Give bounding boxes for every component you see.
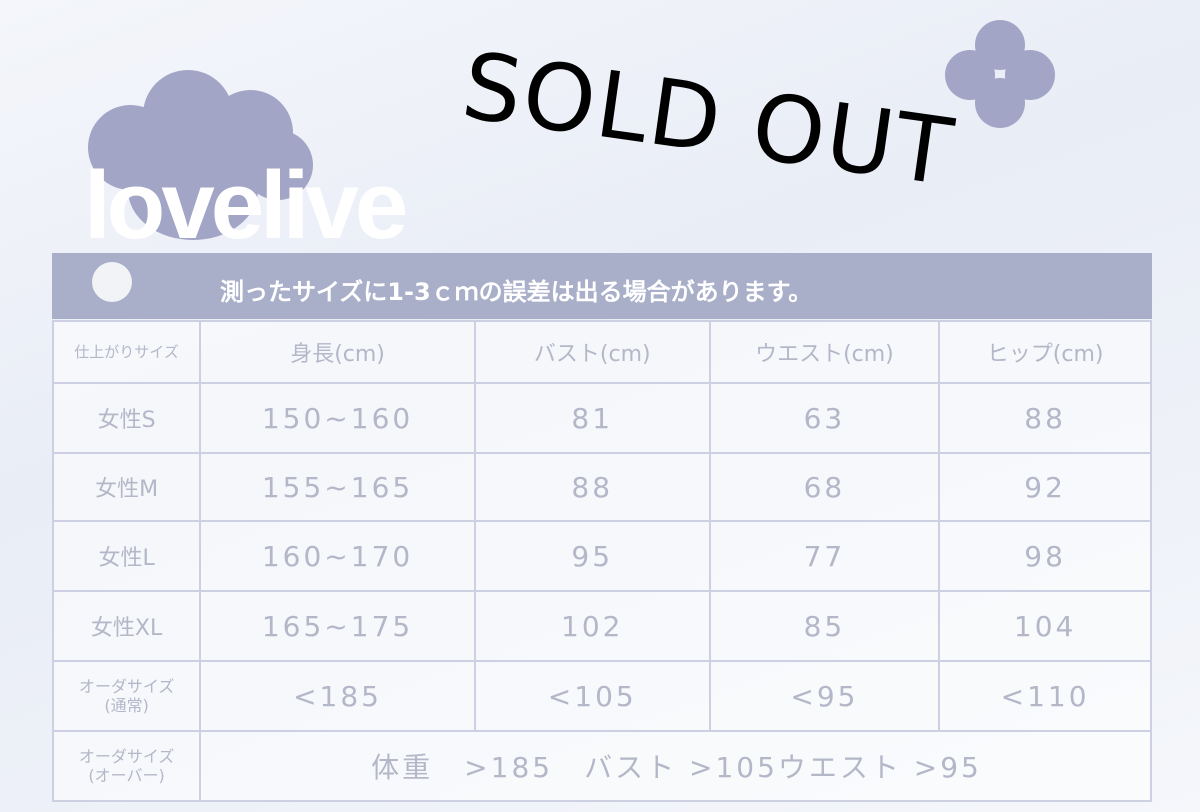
hip-cell: 104	[938, 590, 1152, 662]
hip-cell: 98	[938, 520, 1152, 592]
height-cell: 160~170	[199, 520, 476, 592]
header-height: 身長(cm)	[199, 320, 476, 384]
clover-logo-icon	[88, 70, 318, 240]
order-label: オーダサイズ	[78, 746, 175, 766]
table-row: 女性L 160~170 95 77 98	[51, 520, 1152, 592]
table-header-row: 仕上がりサイズ 身長(cm) バスト(cm) ウエスト(cm) ヒップ(cm)	[51, 320, 1152, 384]
sakura-icon	[92, 262, 132, 302]
waist-cell: 85	[708, 590, 941, 662]
table-row: 女性S 150~160 81 63 88	[51, 382, 1152, 454]
waist-cell: 77	[708, 520, 941, 592]
order-sub: (通常)	[104, 696, 149, 715]
header-hip: ヒップ(cm)	[938, 320, 1152, 384]
logo: lovelive	[84, 152, 408, 259]
order-normal-row: オーダサイズ (通常) <185 <105 <95 <110	[51, 660, 1152, 732]
bust-cell: 81	[473, 382, 711, 454]
notice-banner	[52, 253, 1152, 319]
header-bust: バスト(cm)	[473, 320, 711, 384]
hip-cell: 88	[938, 382, 1152, 454]
order-over-value: 体重 >185 バスト >105ウエスト >95	[199, 730, 1152, 802]
bust-cell: 102	[473, 590, 711, 662]
header-size: 仕上がりサイズ	[51, 320, 202, 384]
notice-text: 測ったサイズに1-3ｃｍの誤差は出る場合があります。	[220, 278, 813, 306]
table-row: 女性XL 165~175 102 85 104	[51, 590, 1152, 662]
size-label: 女性XL	[51, 590, 202, 662]
height-cell: <185	[199, 660, 476, 732]
height-cell: 165~175	[199, 590, 476, 662]
bust-cell: 95	[473, 520, 711, 592]
size-label: 女性L	[51, 520, 202, 592]
size-table: 仕上がりサイズ 身長(cm) バスト(cm) ウエスト(cm) ヒップ(cm) …	[51, 320, 1152, 802]
size-label: 女性S	[51, 382, 202, 454]
table-row: 女性M 155~165 88 68 92	[51, 452, 1152, 522]
size-label: 女性M	[51, 452, 202, 522]
order-over-label: オーダサイズ (オーバー)	[51, 730, 202, 802]
clover-icon	[945, 20, 1055, 135]
waist-cell: 68	[708, 452, 941, 522]
hip-cell: <110	[938, 660, 1152, 732]
header-waist: ウエスト(cm)	[708, 320, 941, 384]
waist-cell: 63	[708, 382, 941, 454]
order-sub: (オーバー)	[88, 766, 165, 785]
bust-cell: 88	[473, 452, 711, 522]
height-cell: 155~165	[199, 452, 476, 522]
bust-cell: <105	[473, 660, 711, 732]
waist-cell: <95	[708, 660, 941, 732]
sold-out-stamp: SOLD OUT	[456, 32, 961, 207]
height-cell: 150~160	[199, 382, 476, 454]
hip-cell: 92	[938, 452, 1152, 522]
order-over-row: オーダサイズ (オーバー) 体重 >185 バスト >105ウエスト >95	[51, 730, 1152, 802]
order-normal-label: オーダサイズ (通常)	[51, 660, 202, 732]
order-label: オーダサイズ	[78, 676, 175, 696]
